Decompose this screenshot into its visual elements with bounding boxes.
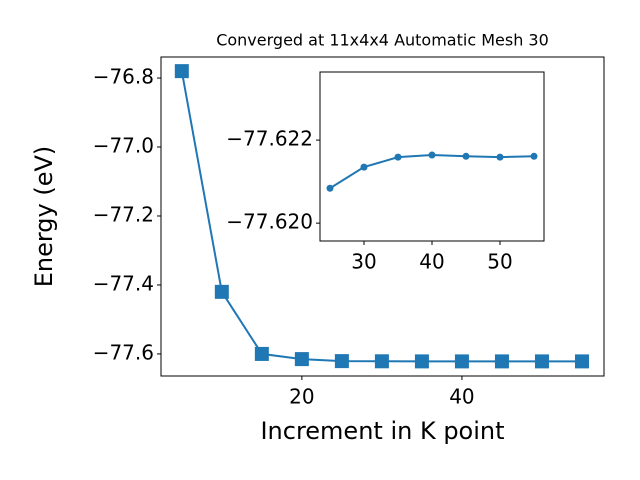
x-tick-label: 50 xyxy=(487,250,512,274)
marker xyxy=(574,354,589,369)
marker xyxy=(494,354,509,369)
y-tick-label: −77.4 xyxy=(93,271,154,295)
marker xyxy=(374,354,389,369)
x-axis-label: Increment in K point xyxy=(260,417,504,445)
marker xyxy=(462,152,470,160)
marker xyxy=(214,284,229,299)
y-tick-label: −77.2 xyxy=(93,202,154,226)
marker xyxy=(496,153,504,161)
y-tick-label: −77.6 xyxy=(93,340,154,364)
x-tick-label: 30 xyxy=(351,250,376,274)
y-tick-label: −76.8 xyxy=(93,65,154,89)
y-tick-label: −77.622 xyxy=(226,127,313,151)
chart-title: Converged at 11x4x4 Automatic Mesh 30 xyxy=(216,31,549,50)
marker xyxy=(294,352,309,367)
marker xyxy=(414,354,429,369)
y-axis-label: Energy (eV) xyxy=(30,146,58,288)
marker xyxy=(394,153,402,161)
marker xyxy=(454,354,469,369)
marker xyxy=(428,151,436,159)
marker xyxy=(326,184,334,192)
marker xyxy=(334,354,349,369)
marker xyxy=(530,152,538,160)
x-tick-label: 40 xyxy=(449,385,474,409)
x-tick-label: 40 xyxy=(419,250,444,274)
marker xyxy=(360,163,368,171)
y-tick-label: −77.620 xyxy=(226,210,313,234)
marker xyxy=(174,64,189,79)
x-tick-label: 20 xyxy=(289,385,314,409)
marker xyxy=(534,354,549,369)
y-tick-label: −77.0 xyxy=(93,134,154,158)
marker xyxy=(254,346,269,361)
